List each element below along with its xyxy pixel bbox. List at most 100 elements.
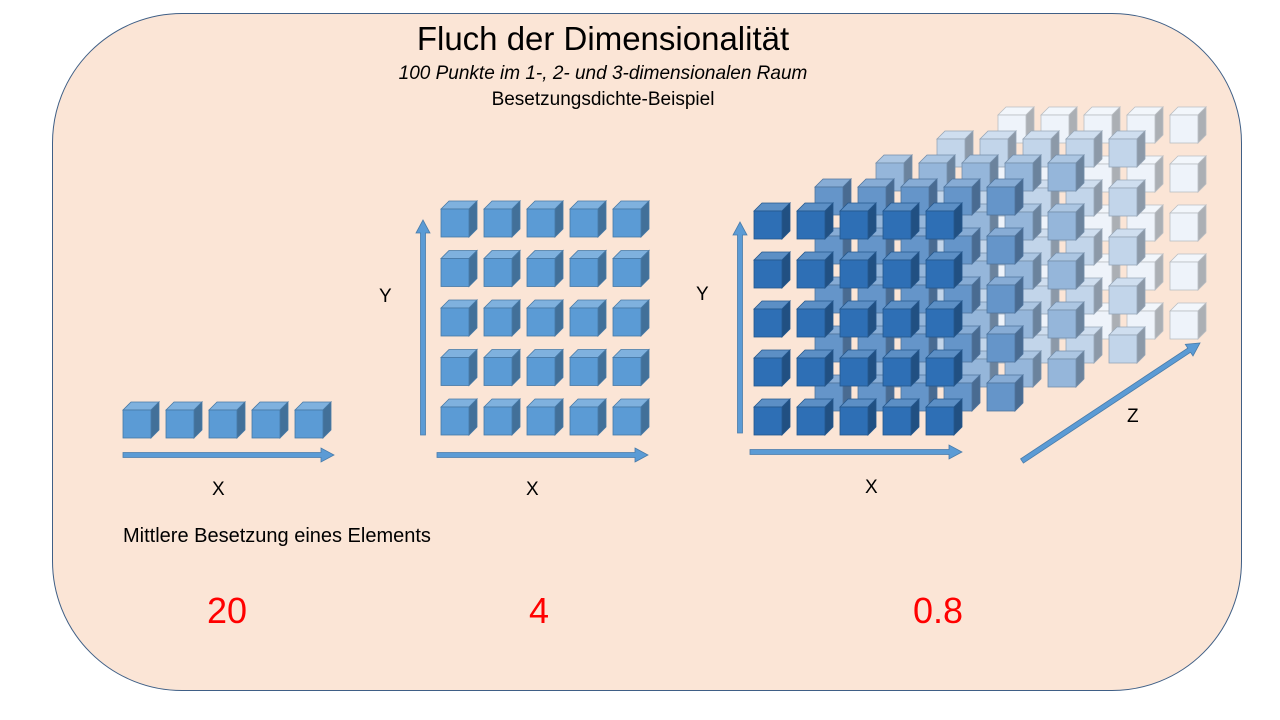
cube-3d: [753, 398, 791, 436]
cube-3d: [882, 300, 920, 338]
cube-front-face: [925, 210, 955, 240]
cube-front-face: [925, 357, 955, 387]
cube-2d: [612, 398, 650, 436]
occupancy-value-3d: 0.8: [912, 590, 964, 631]
cube-front-face: [882, 357, 912, 387]
cube-3d: [753, 251, 791, 289]
cube-3d: [796, 202, 834, 240]
cube-front-face: [526, 307, 556, 337]
cube-front-face: [1047, 358, 1077, 388]
cube-front-face: [753, 259, 783, 289]
diagram-title: Fluch der Dimensionalität: [416, 20, 790, 57]
cube-front-face: [612, 307, 642, 337]
cube-3d: [986, 276, 1024, 314]
cube-2d: [526, 249, 564, 288]
x-axis-label-2d: X: [526, 479, 539, 500]
cube-front-face: [1047, 162, 1077, 192]
cube-3d: [882, 251, 920, 289]
cube-3d: [882, 398, 920, 436]
cube-front-face: [986, 333, 1016, 363]
cubes-1d: [122, 401, 332, 439]
cube-front-face: [1169, 261, 1199, 291]
cube-3d: [839, 251, 877, 289]
cube-front-face: [1108, 187, 1138, 217]
y-axis-arrow-2d: [415, 219, 431, 436]
x-axis-arrow-1d: [122, 447, 335, 463]
cube-front-face: [986, 235, 1016, 265]
cube-front-face: [882, 308, 912, 338]
cube-front-face: [440, 208, 470, 238]
cube-2d: [569, 299, 607, 337]
cube-3d: [986, 374, 1024, 412]
cube-front-face: [796, 308, 826, 338]
cube-front-face: [483, 208, 513, 238]
y-axis-arrow-3d: [732, 221, 748, 434]
cube-2d: [483, 348, 521, 387]
cube-front-face: [1169, 114, 1199, 144]
cube-front-face: [569, 208, 599, 238]
z-axis-label-3d: Z: [1127, 406, 1139, 427]
cube-3d: [925, 251, 963, 289]
cube-front-face: [208, 409, 238, 439]
cube-2d: [440, 299, 478, 337]
cube-front-face: [569, 258, 599, 287]
cube-2d: [440, 200, 478, 238]
cube-3d: [882, 202, 920, 240]
cube-1d: [251, 401, 289, 439]
occupancy-value-2d: 4: [528, 590, 550, 631]
y-axis-label-3d: Y: [696, 284, 709, 305]
cube-front-face: [165, 409, 195, 439]
cube-2d: [440, 398, 478, 436]
diagram-subtitle-2: Besetzungsdichte-Beispiel: [491, 89, 715, 110]
occupancy-caption: Mittlere Besetzung eines Elements: [123, 525, 431, 547]
cube-front-face: [612, 258, 642, 287]
cube-front-face: [839, 308, 869, 338]
cube-front-face: [294, 409, 324, 439]
cube-front-face: [483, 258, 513, 287]
cube-front-face: [753, 406, 783, 436]
cube-1d: [122, 401, 160, 439]
cube-front-face: [569, 406, 599, 436]
cube-front-face: [796, 406, 826, 436]
cube-3d: [1047, 203, 1085, 241]
cube-front-face: [612, 357, 642, 386]
cube-front-face: [882, 210, 912, 240]
cube-front-face: [483, 406, 513, 436]
cube-2d: [569, 348, 607, 387]
cube-front-face: [569, 307, 599, 337]
cube-3d: [986, 325, 1024, 363]
cube-2d: [612, 200, 650, 238]
cube-2d: [612, 348, 650, 387]
cube-front-face: [986, 382, 1016, 412]
cube-3d: [753, 202, 791, 240]
cubes-3d: [753, 106, 1207, 436]
cube-front-face: [483, 357, 513, 386]
cube-2d: [612, 299, 650, 337]
cube-front-face: [612, 208, 642, 238]
cube-front-face: [1108, 334, 1138, 364]
cube-front-face: [440, 307, 470, 337]
cube-front-face: [1169, 212, 1199, 242]
cube-front-face: [753, 210, 783, 240]
cube-front-face: [612, 406, 642, 436]
cube-front-face: [796, 357, 826, 387]
x-axis-arrow-3d: [749, 444, 963, 460]
cube-front-face: [440, 357, 470, 386]
cube-3d: [1108, 130, 1146, 168]
cube-3d: [1047, 252, 1085, 290]
cube-3d: [1108, 228, 1146, 266]
cube-3d: [1108, 277, 1146, 315]
occupancy-value-1d: 20: [206, 590, 248, 631]
cube-3d: [1047, 301, 1085, 339]
cube-front-face: [526, 357, 556, 386]
cube-front-face: [796, 259, 826, 289]
cube-3d: [796, 349, 834, 387]
cube-front-face: [440, 258, 470, 287]
cube-front-face: [251, 409, 281, 439]
cube-front-face: [1047, 309, 1077, 339]
cube-3d: [839, 202, 877, 240]
cube-front-face: [796, 210, 826, 240]
cube-front-face: [526, 258, 556, 287]
cube-3d: [839, 300, 877, 338]
